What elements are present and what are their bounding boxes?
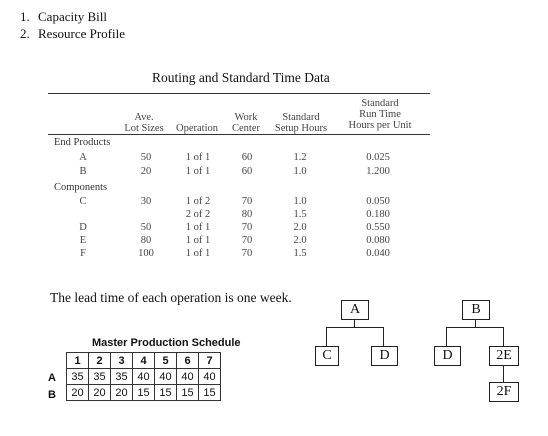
header-operation: Operation	[176, 123, 218, 134]
period-header: 1	[66, 352, 89, 369]
header-work-center: Work Center	[232, 112, 260, 134]
period-header: 6	[176, 352, 199, 369]
bom-edge	[446, 327, 447, 346]
bom-edge	[326, 327, 383, 328]
bom-node-d: D	[434, 346, 461, 366]
list-item: 2. Resource Profile	[20, 26, 126, 41]
routing-table-title: Routing and Standard Time Data	[152, 70, 330, 85]
bom-edge	[326, 327, 327, 346]
bom-edge	[503, 327, 504, 346]
header-lot-sizes: Ave. Lot Sizes	[124, 112, 164, 134]
period-header: 7	[198, 352, 221, 369]
section-components: Components	[54, 182, 108, 193]
header-run-time: Standard Run Time Hours per Unit	[348, 98, 412, 131]
mps-row-label: A	[48, 372, 56, 384]
lead-time-note: The lead time of each operation is one w…	[50, 290, 292, 305]
bom-edge	[503, 366, 504, 382]
bom-node-f: 2F	[489, 382, 519, 402]
header-bottom-rule	[48, 134, 430, 135]
bom-node-b: B	[462, 300, 490, 320]
list-item: 1. Capacity Bill	[20, 9, 107, 24]
period-header: 4	[132, 352, 155, 369]
mps-title: Master Production Schedule	[92, 337, 241, 349]
numbered-list: 1. Capacity Bill 2. Resource Profile	[20, 8, 125, 42]
mps-header-row: 1 2 3 4 5 6 7	[66, 352, 221, 369]
bom-edge	[354, 319, 355, 327]
bom-node-c: C	[315, 346, 339, 366]
table-top-rule	[48, 93, 430, 94]
header-setup-hours: Standard Setup Hours	[274, 112, 328, 134]
period-header: 5	[154, 352, 177, 369]
mps-row-label: B	[48, 389, 56, 401]
period-header: 3	[110, 352, 133, 369]
bom-node-e: 2E	[489, 346, 519, 366]
bom-edge	[383, 327, 384, 346]
table-row: 20 20 20 15 15 15 15	[66, 384, 221, 401]
table-row: 35 35 35 40 40 40 40	[66, 368, 221, 385]
period-header: 2	[88, 352, 111, 369]
bom-edge	[475, 319, 476, 327]
bom-node-d: D	[371, 346, 398, 366]
section-end-products: End Products	[54, 137, 111, 148]
mps-table: 1 2 3 4 5 6 7 35 35 35 40 40 40 40 20 20…	[66, 352, 221, 401]
bom-node-a: A	[341, 300, 369, 320]
bom-edge	[446, 327, 504, 328]
